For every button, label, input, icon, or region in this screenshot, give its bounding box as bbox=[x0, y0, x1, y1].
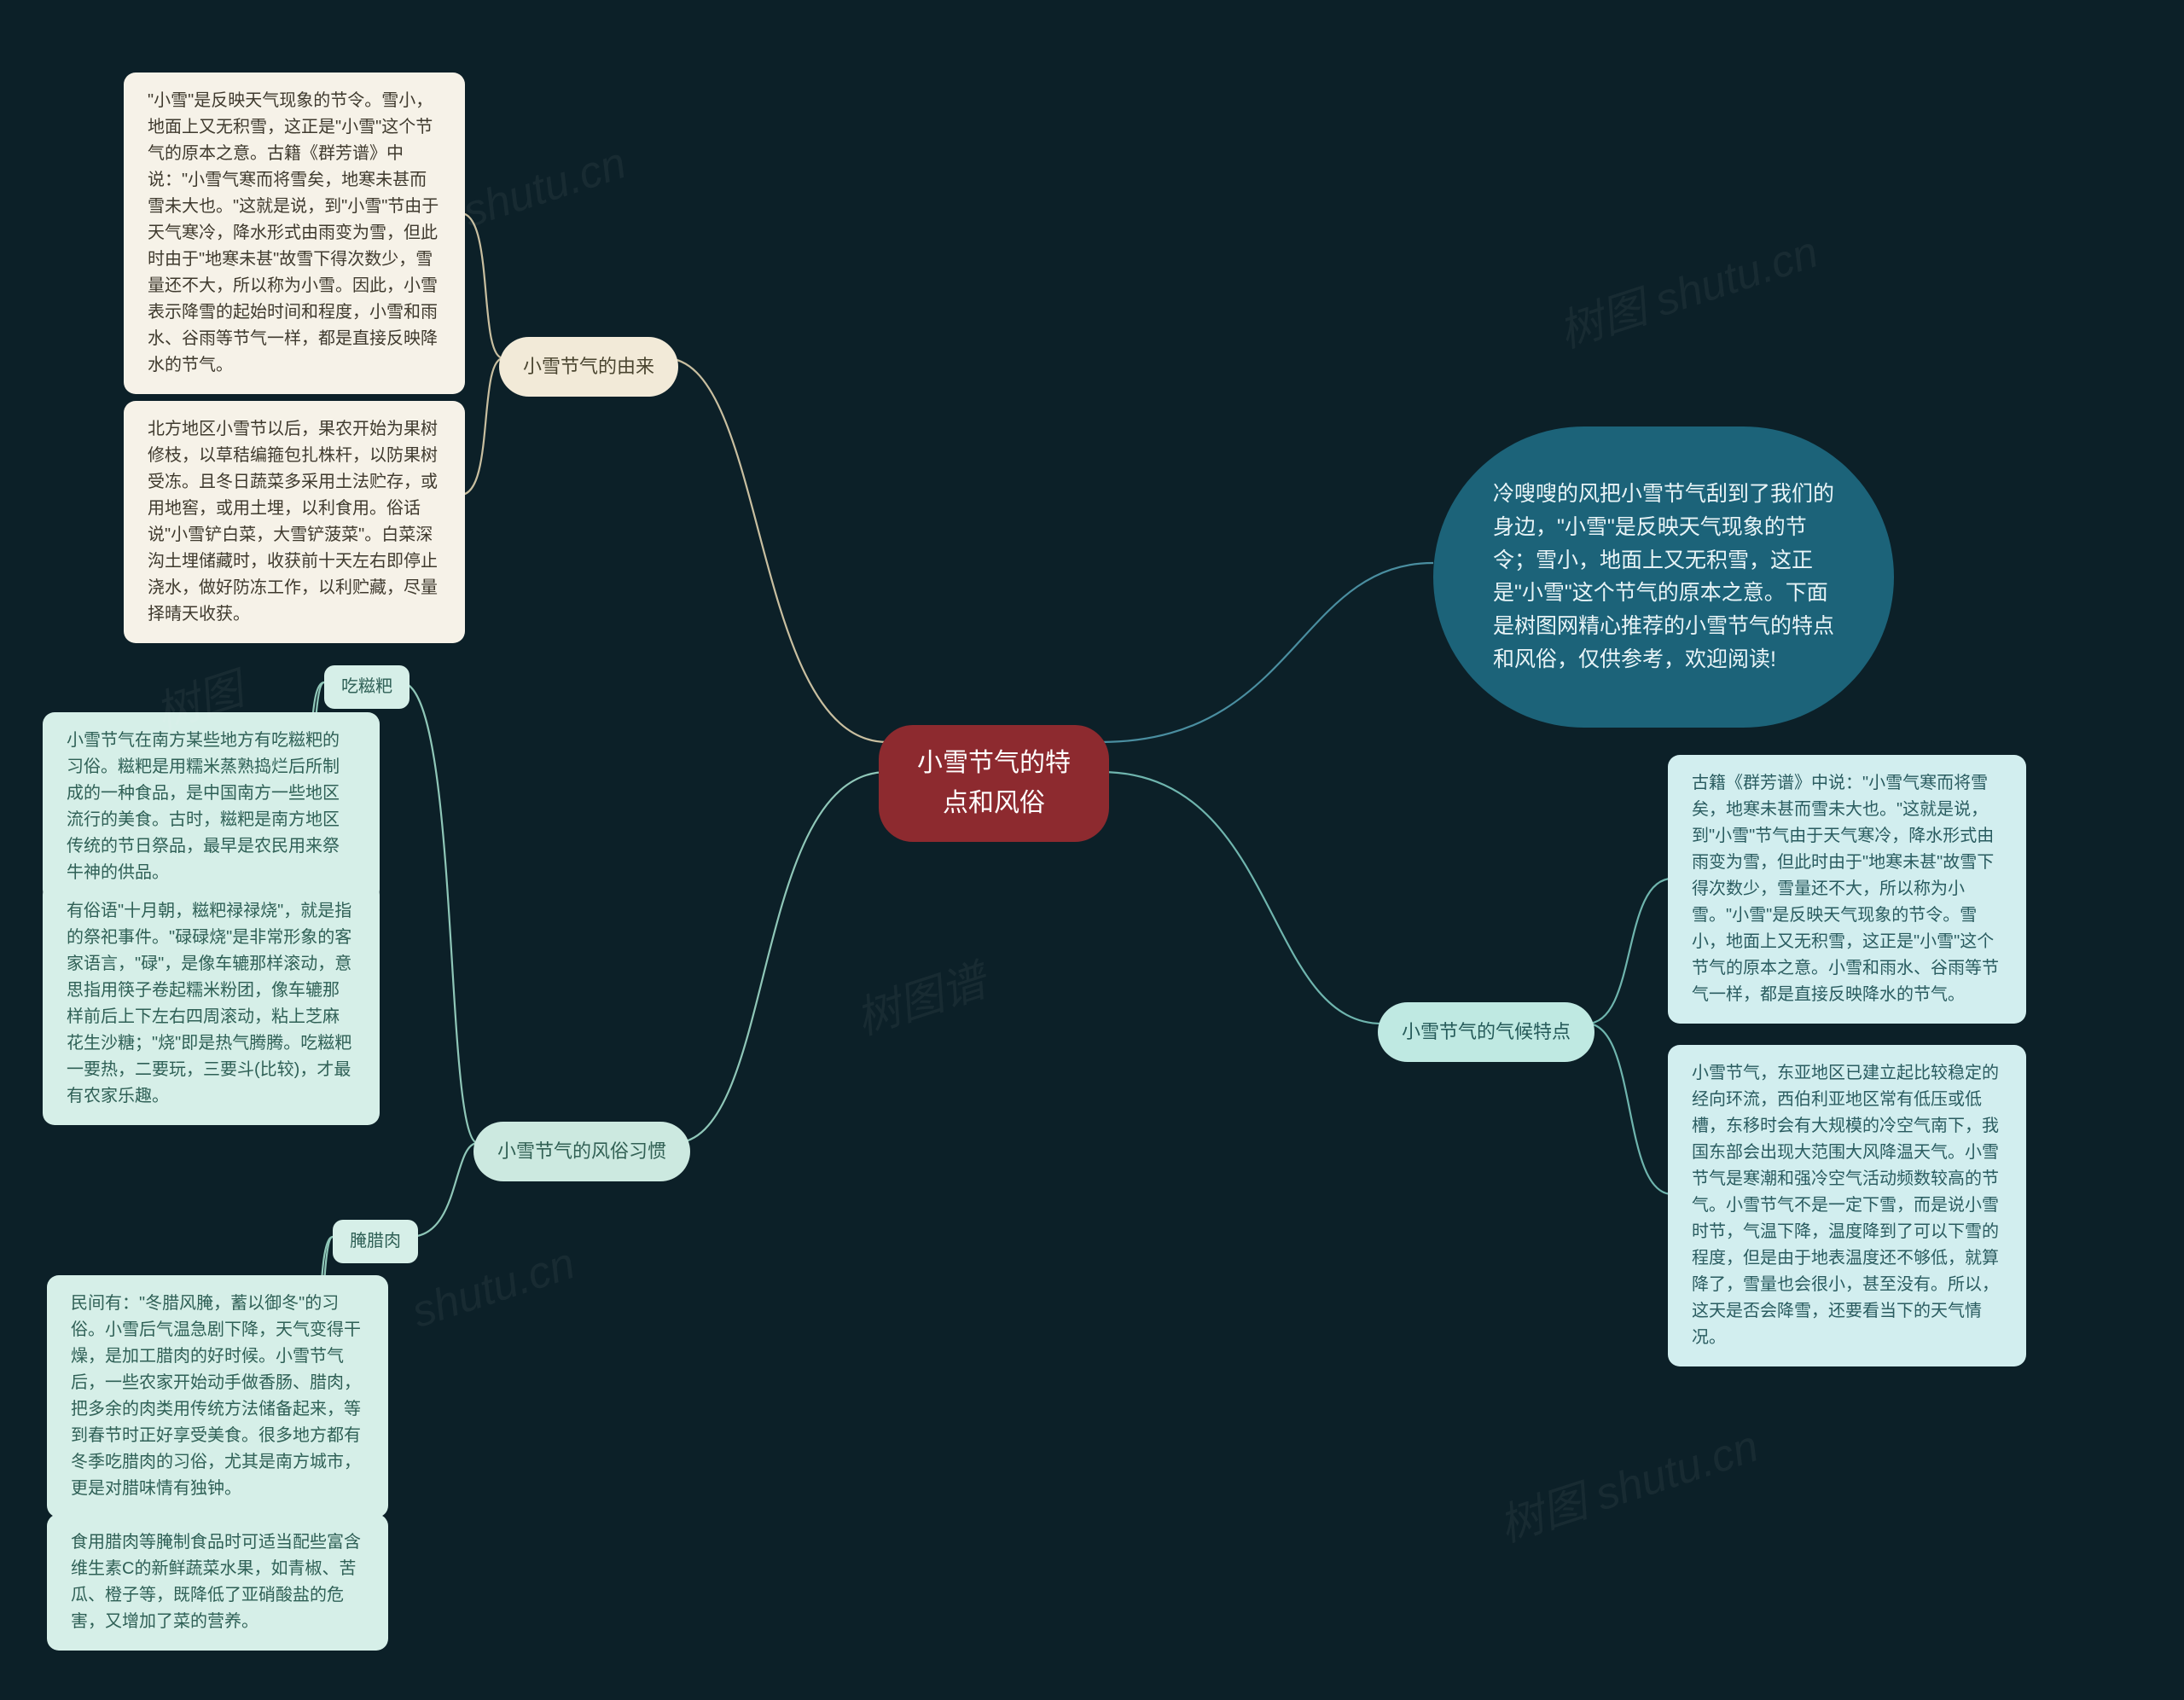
watermark: 树图谱 bbox=[846, 945, 993, 1047]
branch-climate-label: 小雪节气的气候特点 bbox=[1402, 1021, 1571, 1042]
branch-climate[interactable]: 小雪节气的气候特点 bbox=[1378, 1002, 1594, 1062]
custom-yanlarou-leaf-2[interactable]: 食用腊肉等腌制食品时可适当配些富含维生素C的新鲜蔬菜水果，如青椒、苦瓜、橙子等，… bbox=[47, 1514, 388, 1651]
branch-origin[interactable]: 小雪节气的由来 bbox=[499, 337, 678, 397]
intro-node[interactable]: 冷嗖嗖的风把小雪节气刮到了我们的身边，"小雪"是反映天气现象的节令；雪小，地面上… bbox=[1433, 426, 1894, 728]
custom-yanlarou-leaf-1[interactable]: 民间有："冬腊风腌，蓄以御冬"的习俗。小雪后气温急剧下降，天气变得干燥，是加工腊… bbox=[47, 1275, 388, 1517]
branch-custom-label: 小雪节气的风俗习惯 bbox=[497, 1140, 666, 1162]
custom-chiba-leaf-2[interactable]: 有俗语"十月朝，糍粑禄禄烧"，就是指的祭祀事件。"碌碌烧"是非常形象的客家语言，… bbox=[43, 883, 380, 1125]
branch-origin-label: 小雪节气的由来 bbox=[523, 356, 654, 377]
custom-group-yanlarou[interactable]: 腌腊肉 bbox=[333, 1220, 418, 1263]
climate-leaf-2[interactable]: 小雪节气，东亚地区已建立起比较稳定的经向环流，西伯利亚地区常有低压或低槽，东移时… bbox=[1668, 1045, 2026, 1366]
watermark: 树图 shutu.cn bbox=[1490, 1410, 1765, 1554]
watermark: shutu.cn bbox=[406, 1238, 581, 1338]
branch-custom[interactable]: 小雪节气的风俗习惯 bbox=[473, 1122, 690, 1181]
custom-group-chiba[interactable]: 吃糍粑 bbox=[324, 665, 410, 709]
watermark: shutu.cn bbox=[457, 137, 632, 238]
root-node[interactable]: 小雪节气的特点和风俗 bbox=[879, 725, 1109, 842]
origin-leaf-1[interactable]: "小雪"是反映天气现象的节令。雪小，地面上又无积雪，这正是"小雪"这个节气的原本… bbox=[124, 73, 465, 394]
custom-chiba-leaf-1[interactable]: 小雪节气在南方某些地方有吃糍粑的习俗。糍粑是用糯米蒸熟捣烂后所制成的一种食品，是… bbox=[43, 712, 380, 902]
watermark: 树图 shutu.cn bbox=[1549, 216, 1825, 360]
root-label: 小雪节气的特点和风俗 bbox=[917, 749, 1071, 817]
intro-text: 冷嗖嗖的风把小雪节气刮到了我们的身边，"小雪"是反映天气现象的节令；雪小，地面上… bbox=[1493, 482, 1834, 671]
climate-leaf-1[interactable]: 古籍《群芳谱》中说："小雪气寒而将雪矣，地寒未甚而雪未大也。"这就是说，到"小雪… bbox=[1668, 755, 2026, 1024]
origin-leaf-2[interactable]: 北方地区小雪节以后，果农开始为果树修枝，以草秸编箍包扎株杆，以防果树受冻。且冬日… bbox=[124, 401, 465, 643]
